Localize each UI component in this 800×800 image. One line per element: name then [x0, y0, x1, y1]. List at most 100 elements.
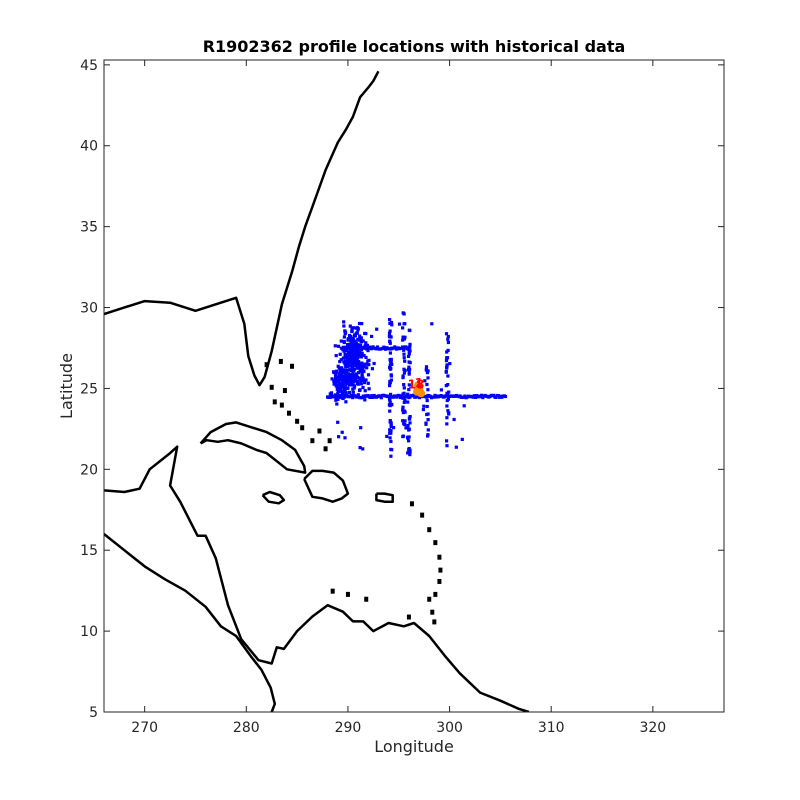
historical-point	[424, 367, 429, 371]
historical-point	[352, 357, 357, 361]
island-mark	[279, 402, 284, 408]
historical-point	[337, 372, 341, 376]
historical-point	[360, 370, 364, 374]
historical-point	[462, 404, 466, 408]
historical-point	[390, 403, 394, 407]
historical-point	[361, 447, 365, 451]
historical-point	[342, 335, 346, 339]
island-mark	[427, 527, 432, 533]
historical-point	[390, 323, 394, 327]
historical-point	[406, 426, 410, 430]
historical-point	[364, 341, 368, 345]
historical-point	[346, 386, 350, 390]
historical-point	[402, 312, 406, 316]
historical-point	[370, 334, 374, 338]
historical-point	[374, 347, 378, 351]
historical-point	[339, 384, 343, 388]
historical-point	[365, 366, 369, 370]
historical-point	[388, 419, 392, 423]
historical-point	[346, 352, 351, 356]
historical-point	[387, 331, 392, 335]
historical-point	[388, 409, 392, 413]
historical-point	[388, 365, 392, 370]
island-mark	[437, 554, 442, 560]
historical-point	[403, 359, 407, 363]
historical-point	[359, 340, 363, 344]
historical-point	[444, 384, 448, 388]
historical-point	[401, 346, 405, 350]
x-axis-label: Longitude	[374, 737, 454, 756]
historical-point	[349, 394, 354, 398]
historical-point	[344, 386, 348, 390]
historical-point	[340, 369, 344, 373]
historical-point	[338, 369, 342, 373]
historical-point	[341, 345, 346, 349]
historical-point	[356, 371, 361, 375]
historical-point	[365, 362, 369, 366]
historical-point	[402, 352, 406, 356]
historical-point	[496, 394, 500, 398]
historical-point	[358, 369, 362, 373]
historical-point	[345, 364, 349, 368]
x-tick-label: 310	[538, 720, 565, 736]
historical-point	[445, 356, 450, 360]
historical-point	[446, 374, 450, 378]
historical-point	[348, 390, 352, 394]
coastline-central-america-south-america	[104, 445, 530, 712]
historical-point	[439, 388, 443, 392]
historical-point	[444, 370, 448, 374]
historical-point	[340, 372, 344, 376]
historical-point	[339, 358, 343, 362]
historical-point	[445, 363, 449, 367]
island-mark	[430, 609, 435, 615]
historical-point	[360, 322, 364, 326]
historical-point	[404, 345, 408, 349]
historical-point	[345, 361, 349, 366]
historical-point	[392, 426, 396, 430]
x-tick-label: 290	[335, 720, 362, 736]
island-mark	[282, 388, 287, 394]
historical-point	[408, 367, 412, 371]
historical-point	[401, 435, 405, 439]
historical-point	[351, 396, 355, 400]
plot-frame	[103, 59, 725, 713]
historical-point	[346, 343, 350, 347]
historical-point	[335, 402, 339, 406]
historical-point	[347, 342, 351, 346]
historical-point	[344, 391, 348, 395]
historical-point	[336, 420, 340, 424]
historical-point	[407, 388, 411, 392]
island-mark	[438, 567, 443, 573]
coastline-jamaica	[261, 490, 286, 505]
historical-point	[349, 355, 353, 359]
historical-point	[329, 391, 334, 395]
historical-point	[342, 349, 346, 353]
historical-point	[423, 379, 427, 383]
historical-point	[426, 418, 430, 422]
profile-number-label: 18	[408, 377, 425, 391]
float-profile-point	[414, 381, 423, 390]
historical-point	[344, 400, 348, 404]
historical-point	[358, 446, 362, 450]
historical-point	[395, 395, 399, 399]
historical-point	[354, 373, 358, 377]
historical-point	[335, 379, 339, 383]
historical-point	[334, 377, 338, 381]
historical-point	[369, 347, 373, 351]
historical-point	[445, 444, 449, 448]
historical-point	[452, 417, 456, 422]
historical-point	[366, 373, 371, 377]
historical-point	[354, 326, 359, 330]
historical-point	[407, 360, 411, 364]
island-mark	[406, 614, 411, 620]
y-tick-label: 45	[80, 58, 98, 74]
historical-point	[472, 394, 476, 398]
historical-point	[494, 395, 498, 399]
historical-point	[359, 382, 363, 386]
historical-point	[447, 390, 451, 394]
historical-point	[407, 372, 411, 376]
historical-point	[388, 321, 392, 325]
historical-point	[402, 421, 406, 425]
historical-point	[341, 356, 345, 360]
historical-point	[361, 339, 365, 343]
